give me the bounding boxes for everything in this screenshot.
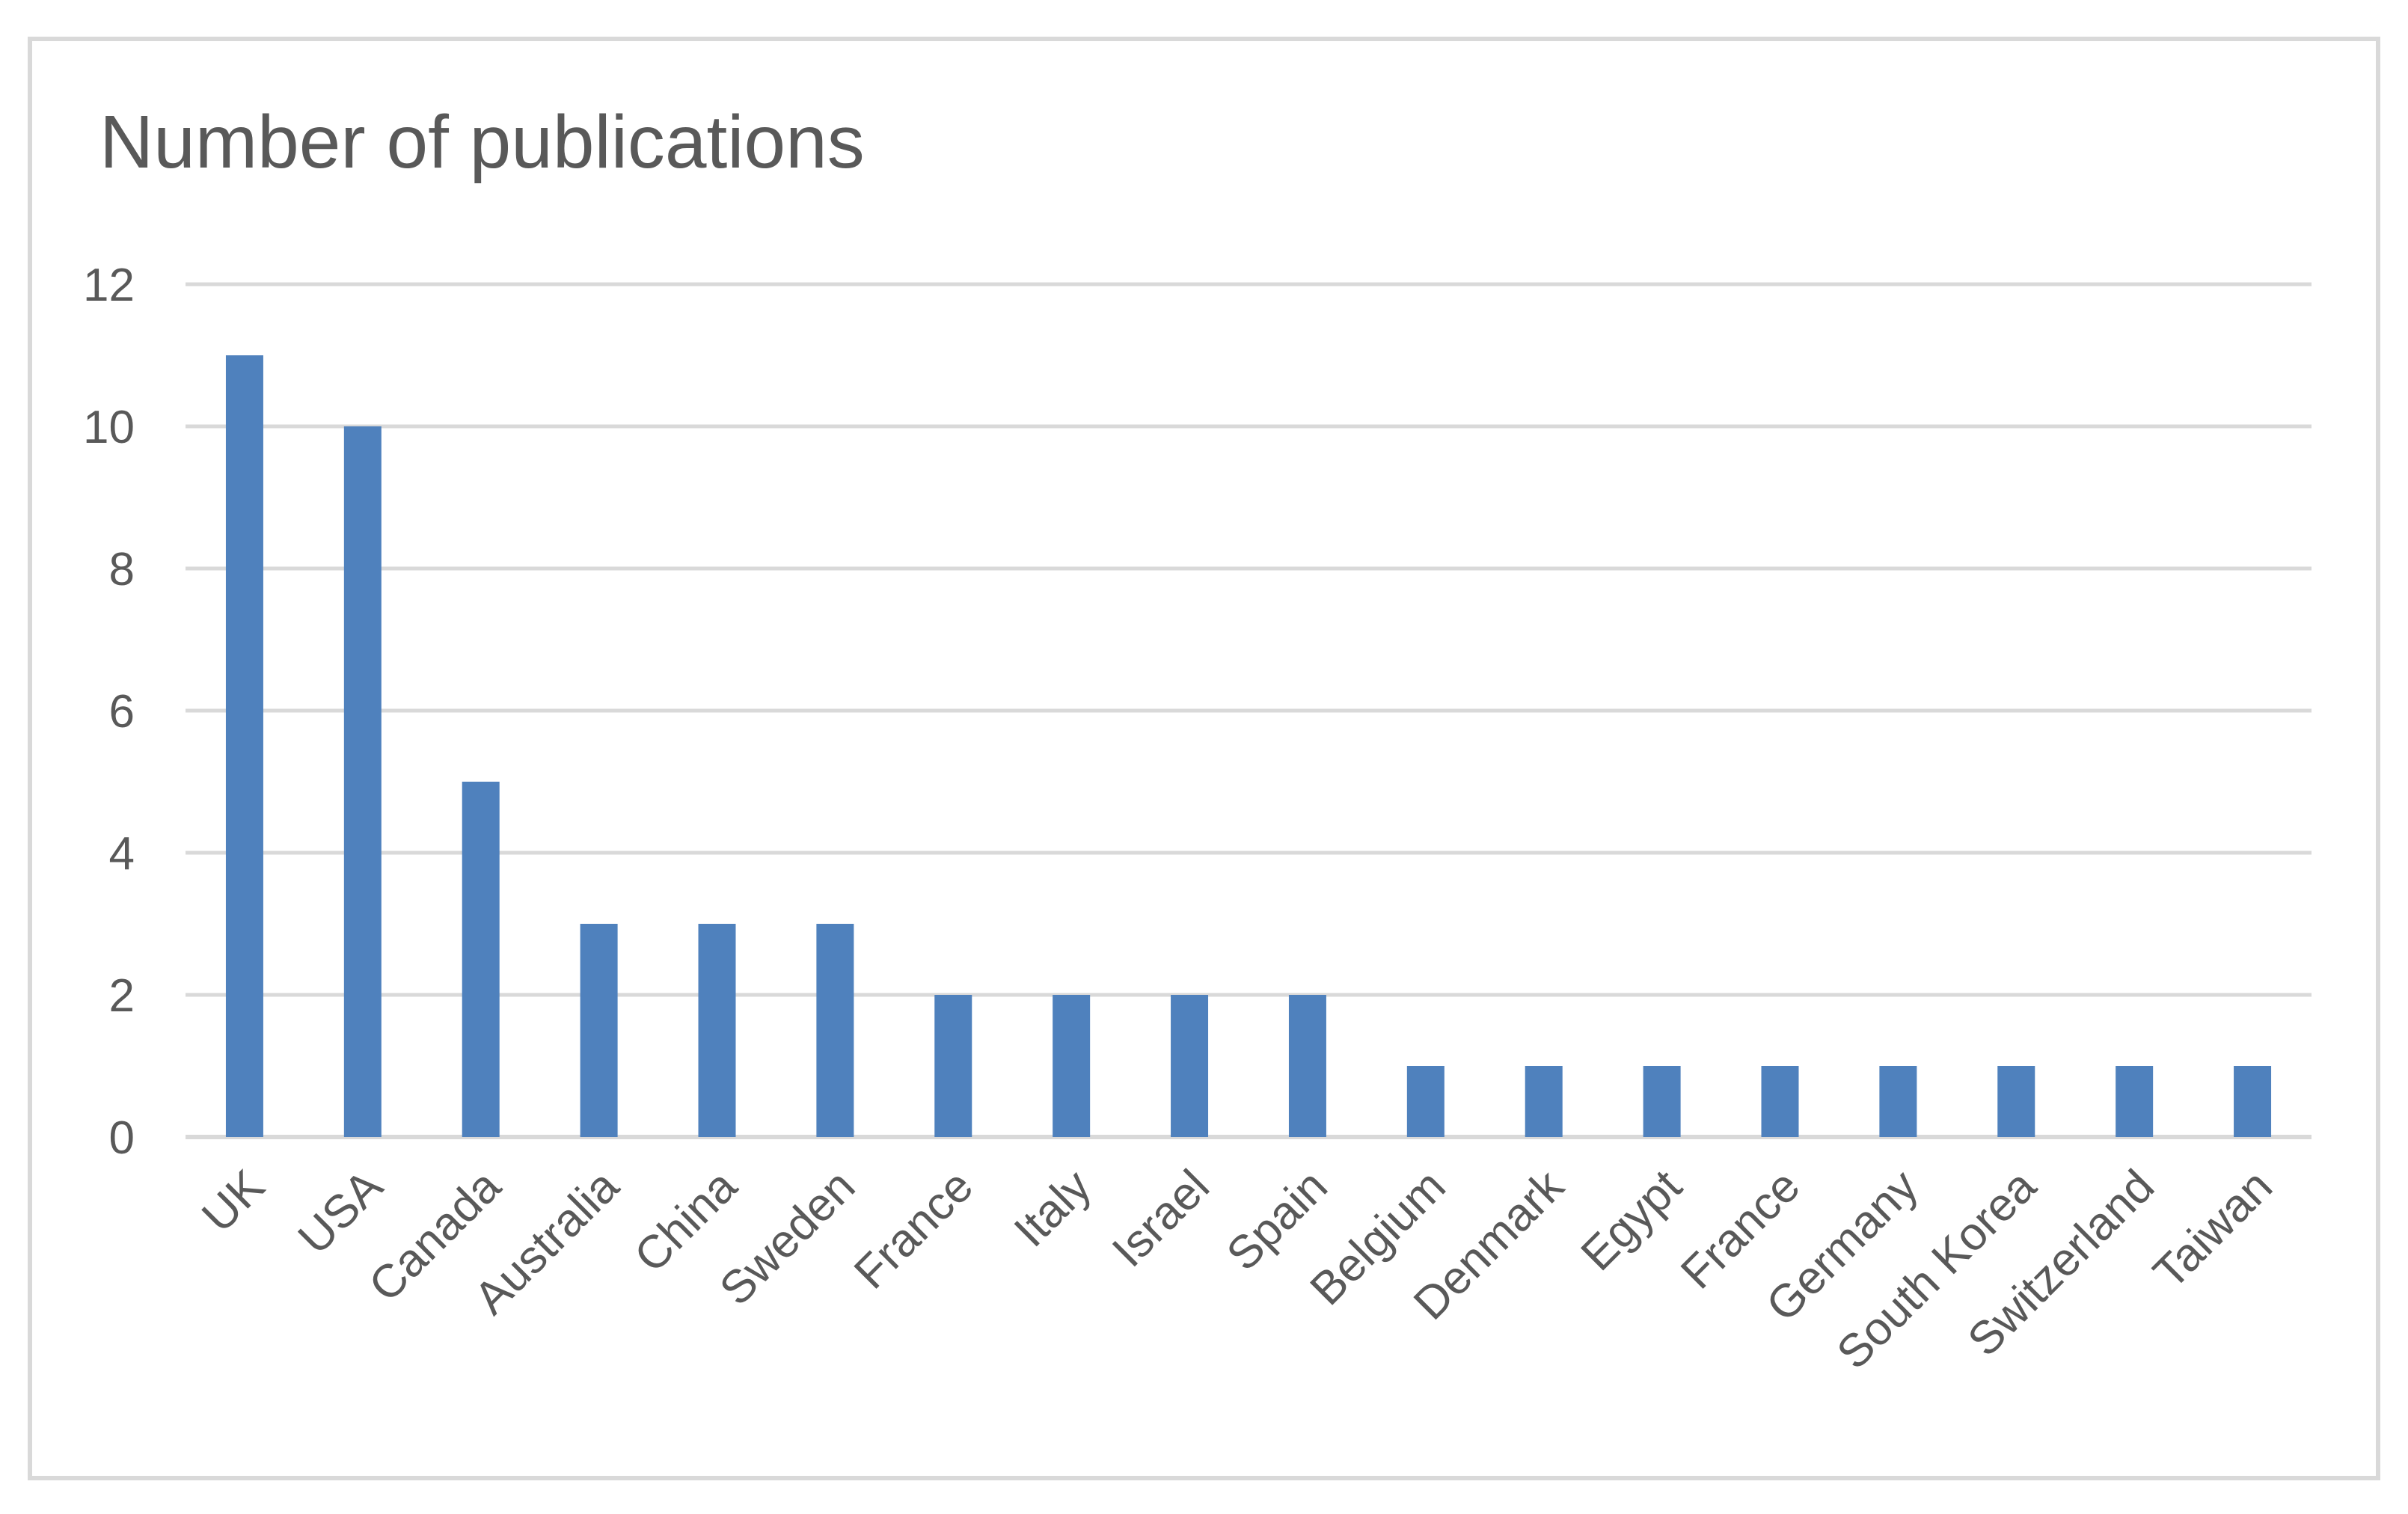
- chart-frame: [28, 37, 2380, 1480]
- x-tick-label: USA: [289, 1160, 393, 1264]
- y-tick-label: 10: [83, 402, 135, 453]
- bar-usa: [343, 426, 382, 1137]
- bar-taiwan: [2234, 1066, 2272, 1137]
- y-tick-label: 0: [109, 1112, 135, 1164]
- bar-south-korea: [1997, 1066, 2035, 1137]
- x-tick-label: Israel: [1103, 1160, 1219, 1277]
- bars: [225, 355, 2272, 1137]
- bar-australia: [580, 924, 618, 1137]
- bar-denmark: [1525, 1066, 1563, 1137]
- bar-canada: [462, 782, 500, 1137]
- bar-france: [1761, 1066, 1799, 1137]
- bar-egypt: [1643, 1066, 1681, 1137]
- y-tick-label: 8: [109, 544, 135, 595]
- bar-china: [698, 924, 736, 1137]
- y-tick-label: 12: [83, 260, 135, 311]
- bar-belgium: [1406, 1066, 1445, 1137]
- bar-israel: [1171, 995, 1209, 1137]
- y-tick-label: 4: [109, 828, 135, 880]
- bar-spain: [1288, 995, 1326, 1137]
- y-tick-label: 2: [109, 970, 135, 1022]
- x-tick-label: UK: [192, 1160, 275, 1242]
- bar-italy: [1053, 995, 1091, 1137]
- bar-germany: [1879, 1066, 1917, 1137]
- bar-sweden: [816, 924, 854, 1137]
- y-tick-label: 6: [109, 686, 135, 738]
- x-tick-label: France: [845, 1160, 983, 1299]
- chart-title: Number of publications: [99, 100, 865, 184]
- y-axis-tick-labels: 0 2 4 6 8 10 12: [83, 260, 135, 1164]
- bar-switzerland: [2116, 1066, 2154, 1137]
- bar-france: [934, 995, 972, 1137]
- x-tick-label: Italy: [1005, 1160, 1101, 1257]
- gridlines: [186, 282, 2312, 1139]
- x-tick-label: Taiwan: [2144, 1160, 2282, 1299]
- bar-uk: [225, 355, 263, 1137]
